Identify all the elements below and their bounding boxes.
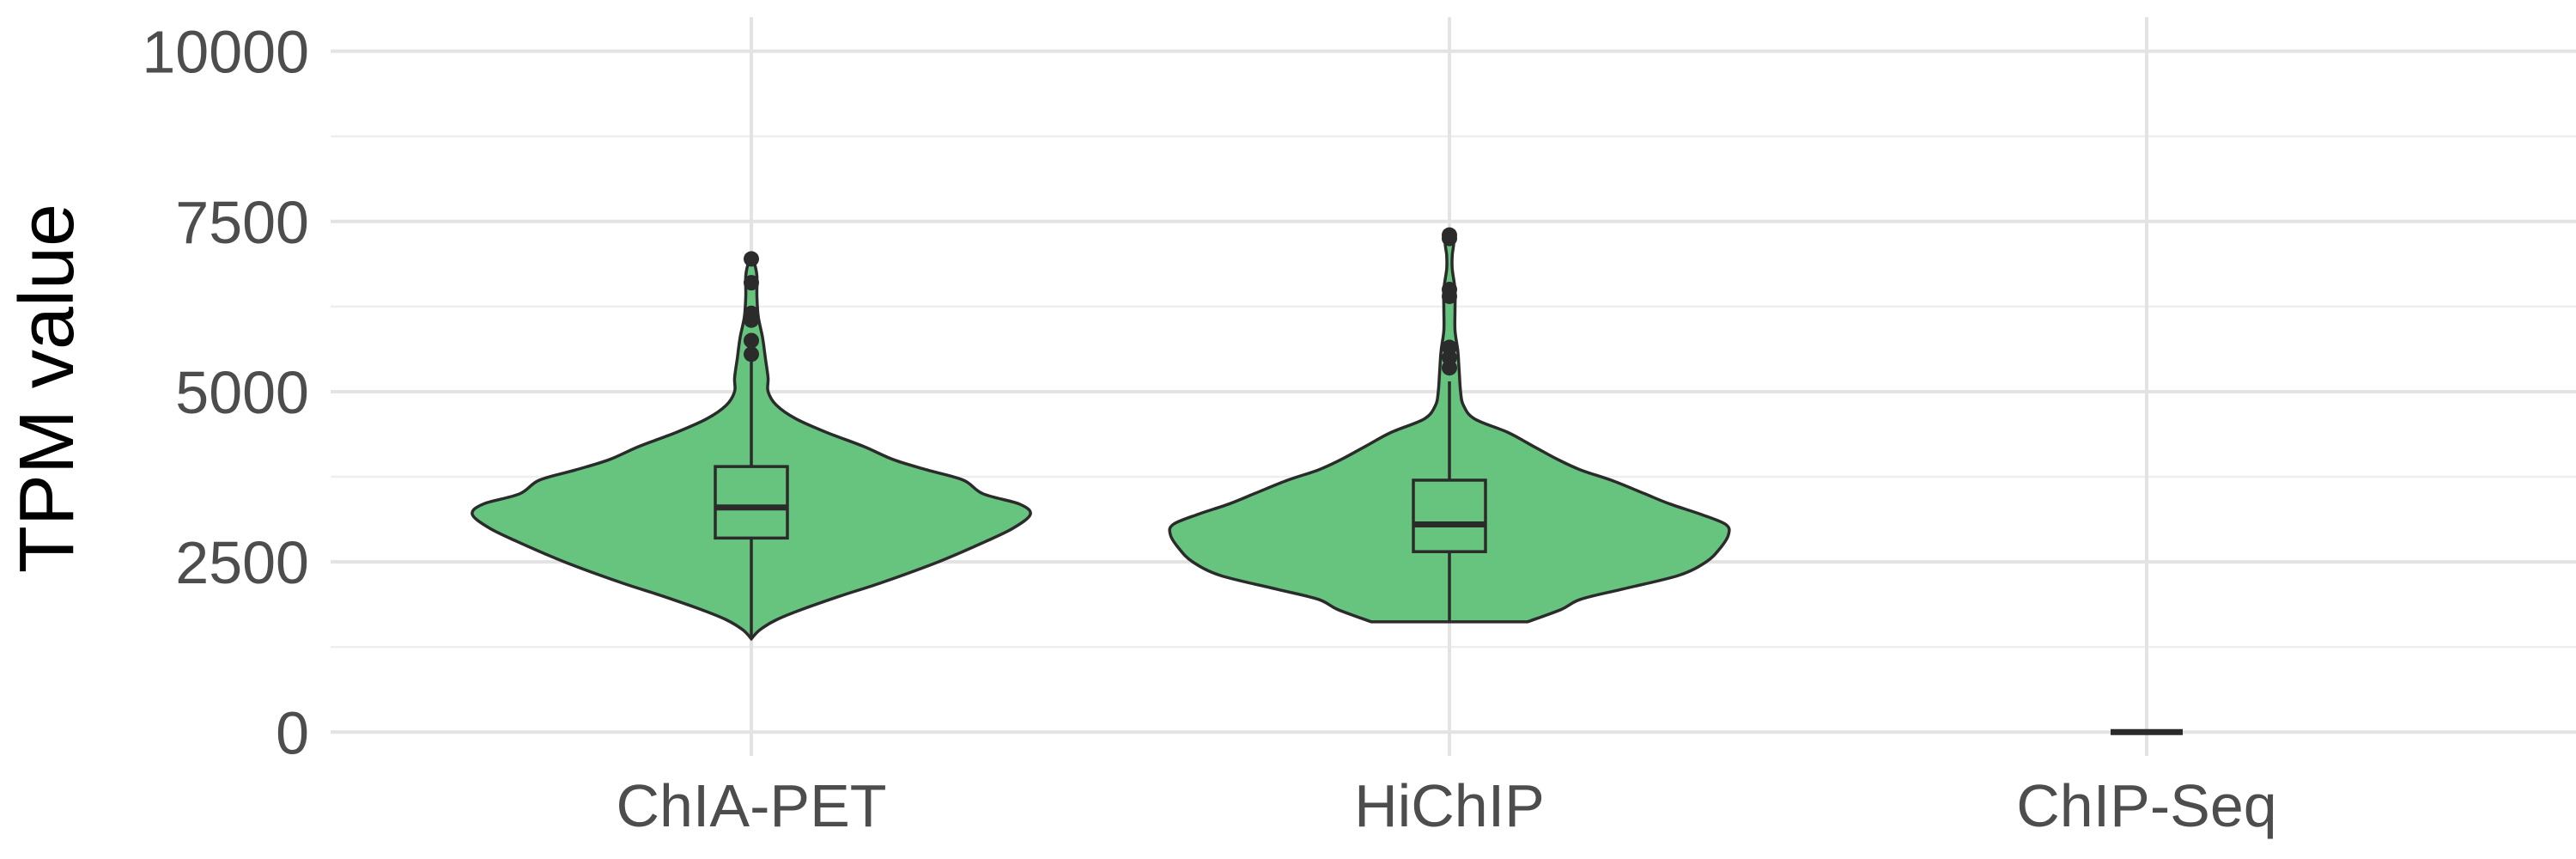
y-tick-label: 2500 bbox=[175, 529, 309, 596]
y-axis-ticks: 0 2500 5000 7500 10000 bbox=[142, 19, 309, 767]
outlier-point bbox=[744, 275, 759, 291]
x-axis-ticks: ChIA-PET HiChIP ChIP-Seq bbox=[616, 772, 2276, 839]
box-iqr bbox=[1412, 478, 1487, 553]
y-tick-label: 7500 bbox=[175, 189, 309, 256]
outlier-point bbox=[1442, 227, 1457, 243]
boxplot-chia-pet bbox=[714, 357, 789, 639]
x-tick-label: HiChIP bbox=[1354, 772, 1545, 839]
outlier-point bbox=[1442, 339, 1457, 356]
y-tick-label: 0 bbox=[276, 699, 309, 766]
outlier-points bbox=[744, 227, 1457, 376]
box-iqr bbox=[714, 465, 789, 540]
x-tick-label: ChIP-Seq bbox=[2016, 772, 2276, 839]
outlier-point bbox=[744, 346, 759, 362]
boxplots bbox=[714, 357, 2183, 735]
outlier-point bbox=[744, 305, 759, 321]
y-axis-title: TPM value bbox=[4, 204, 90, 573]
y-tick-label: 5000 bbox=[175, 359, 309, 426]
violins bbox=[471, 229, 1731, 642]
boxplot-hichip bbox=[1412, 381, 1487, 622]
outlier-point bbox=[1442, 282, 1457, 298]
x-tick-label: ChIA-PET bbox=[616, 772, 886, 839]
outlier-point bbox=[744, 251, 759, 267]
y-tick-label: 10000 bbox=[142, 19, 309, 86]
outlier-point bbox=[744, 332, 759, 349]
